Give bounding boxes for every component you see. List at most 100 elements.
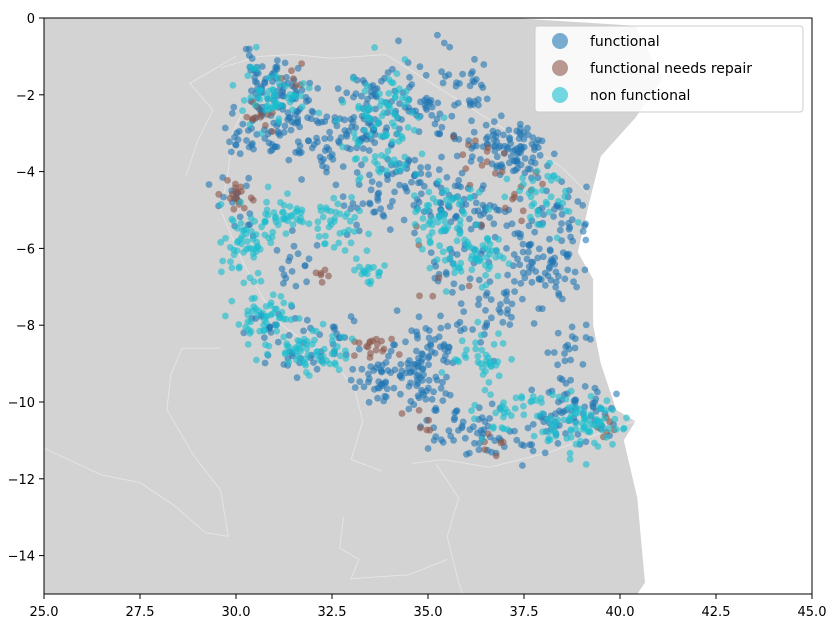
point-functional-541	[490, 203, 498, 211]
point-functional-831	[365, 398, 373, 406]
point-functional-896	[450, 437, 457, 444]
point-functional-needs-repair-49	[318, 278, 326, 286]
point-functional-832	[390, 384, 398, 392]
point-non-functional-347	[415, 237, 422, 245]
point-functional-669	[546, 246, 554, 254]
point-functional-425	[443, 174, 451, 181]
point-non-functional-589	[314, 218, 322, 226]
point-non-functional-547	[375, 166, 382, 174]
y-tick-label-2: −4	[16, 166, 35, 181]
point-functional-147	[281, 122, 289, 130]
point-functional-1074	[564, 341, 572, 349]
point-functional-needs-repair-60	[459, 151, 467, 159]
point-functional-645	[449, 288, 456, 296]
point-non-functional-310	[412, 208, 419, 216]
point-non-functional-559	[361, 126, 369, 134]
point-functional-594	[535, 245, 543, 253]
plot-area	[43, 17, 813, 595]
point-non-functional-646	[474, 352, 482, 360]
point-functional-368	[483, 135, 490, 143]
point-non-functional-416	[533, 167, 541, 175]
point-non-functional-395	[559, 199, 567, 207]
point-non-functional-505	[471, 415, 478, 423]
point-functional-57	[306, 79, 314, 87]
y-tick-label-6: −12	[8, 473, 35, 488]
point-non-functional-214	[297, 347, 304, 355]
point-functional-854	[439, 397, 447, 404]
point-non-functional-584	[365, 230, 372, 238]
point-functional-848	[430, 388, 437, 396]
point-functional-156	[321, 135, 329, 143]
point-functional-needs-repair-78	[509, 195, 516, 203]
point-functional-703	[475, 301, 482, 309]
point-non-functional-592	[346, 217, 354, 225]
point-functional-needs-repair-15	[224, 177, 231, 184]
point-functional-87	[267, 147, 274, 155]
point-functional-678	[561, 275, 569, 283]
point-functional-329	[516, 120, 524, 128]
point-functional-1104	[479, 84, 487, 91]
point-functional-1081	[561, 350, 568, 357]
point-functional-needs-repair-74	[498, 168, 506, 176]
point-functional-660	[559, 249, 567, 256]
y-tick-label-0: 0	[27, 12, 35, 27]
point-functional-886	[484, 422, 492, 430]
point-non-functional-265	[391, 122, 398, 130]
point-functional-845	[410, 401, 418, 408]
point-non-functional-42	[305, 84, 313, 92]
point-functional-needs-repair-63	[462, 165, 470, 173]
point-functional-1058	[313, 365, 321, 373]
point-functional-667	[517, 280, 525, 287]
point-functional-97	[243, 137, 250, 144]
point-functional-815	[370, 385, 378, 393]
point-functional-662	[552, 283, 560, 291]
point-non-functional-660	[458, 337, 466, 345]
point-non-functional-12	[257, 130, 265, 137]
point-functional-253	[416, 63, 424, 71]
point-non-functional-501	[546, 436, 554, 444]
point-non-functional-448	[612, 425, 620, 433]
x-tick-label-3: 32.5	[318, 605, 347, 620]
point-functional-536	[480, 182, 487, 189]
point-functional-1039	[355, 345, 363, 353]
point-functional-618	[517, 230, 524, 238]
point-functional-697	[475, 276, 483, 284]
point-non-functional-303	[445, 201, 453, 208]
point-functional-980	[288, 268, 296, 275]
point-non-functional-31	[244, 72, 252, 80]
point-non-functional-107	[237, 198, 245, 206]
point-non-functional-200	[336, 352, 344, 360]
point-non-functional-148	[242, 323, 250, 331]
point-non-functional-58	[218, 268, 225, 276]
point-functional-404	[515, 135, 523, 142]
point-functional-892	[519, 462, 526, 469]
point-non-functional-369	[493, 246, 500, 254]
point-functional-484	[467, 158, 475, 165]
point-non-functional-568	[355, 176, 362, 184]
point-non-functional-233	[384, 147, 392, 155]
point-functional-101	[227, 148, 235, 156]
point-non-functional-464	[598, 405, 605, 413]
point-non-functional-353	[453, 237, 461, 245]
point-functional-809	[383, 385, 391, 393]
point-functional-23	[245, 51, 253, 59]
point-non-functional-325	[438, 208, 445, 216]
point-non-functional-256	[385, 102, 393, 109]
point-functional-315	[497, 112, 505, 120]
point-non-functional-650	[495, 330, 502, 337]
point-non-functional-349	[494, 272, 502, 280]
point-functional-574	[582, 220, 589, 228]
point-functional-313	[422, 71, 430, 79]
point-functional-543	[486, 214, 493, 222]
x-tick-label-6: 40.0	[606, 605, 635, 620]
point-functional-40	[245, 45, 253, 53]
point-non-functional-510	[492, 409, 500, 417]
point-functional-910	[526, 441, 534, 449]
point-non-functional-573	[322, 232, 329, 240]
point-functional-967	[591, 384, 599, 392]
series-functional-needs-repair	[215, 60, 618, 460]
point-non-functional-82	[237, 220, 245, 227]
point-non-functional-301	[418, 245, 426, 253]
point-non-functional-667	[495, 372, 503, 380]
point-functional-585	[534, 254, 542, 262]
